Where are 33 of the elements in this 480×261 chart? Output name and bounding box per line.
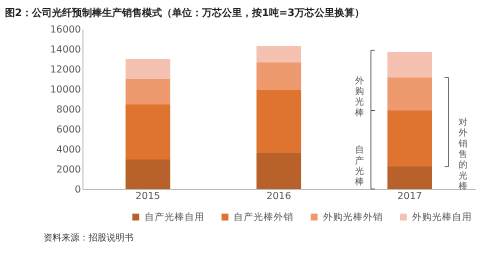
annotation: 对外销售的光棒 (458, 116, 468, 192)
annotation: 外购光棒 (354, 75, 364, 118)
y-tick-label: 12000 (50, 64, 81, 76)
y-tick-label: 2000 (56, 164, 81, 176)
bar (126, 159, 170, 189)
x-tick-label: 2017 (397, 191, 422, 202)
y-tick-label: 10000 (50, 84, 81, 96)
bar (387, 52, 432, 78)
bar (126, 104, 170, 160)
x-tick-label: 2015 (136, 191, 160, 202)
bar (256, 90, 302, 153)
bar (256, 152, 302, 189)
bar (256, 46, 302, 62)
bar (256, 62, 302, 90)
bar (126, 78, 170, 104)
y-tick-label: 6000 (56, 124, 81, 136)
bar (126, 58, 170, 79)
y-tick-label: 16000 (50, 24, 81, 36)
annotation: 自产光棒 (354, 144, 364, 188)
legend-label: 外购光棒外销 (322, 211, 383, 223)
text: 资料来源：招股说明书 (44, 232, 134, 244)
chart-title: 图2：公司光纤预制棒生产销售模式（单位：万芯公里，按1吨=3万芯公里换算） (4, 6, 365, 19)
bar (387, 166, 432, 189)
bar (387, 77, 432, 110)
x-tick-label: 2016 (266, 191, 292, 202)
bar (387, 110, 432, 166)
y-tick-label: 14000 (50, 44, 81, 56)
legend-label: 自产光棒自用 (144, 211, 204, 223)
y-tick-label: 0 (74, 184, 81, 196)
y-tick-label: 8000 (56, 104, 81, 116)
legend-label: 外购光棒自用 (412, 211, 472, 223)
legend-label: 自产光棒外销 (234, 211, 294, 223)
y-tick-label: 4000 (56, 144, 81, 156)
